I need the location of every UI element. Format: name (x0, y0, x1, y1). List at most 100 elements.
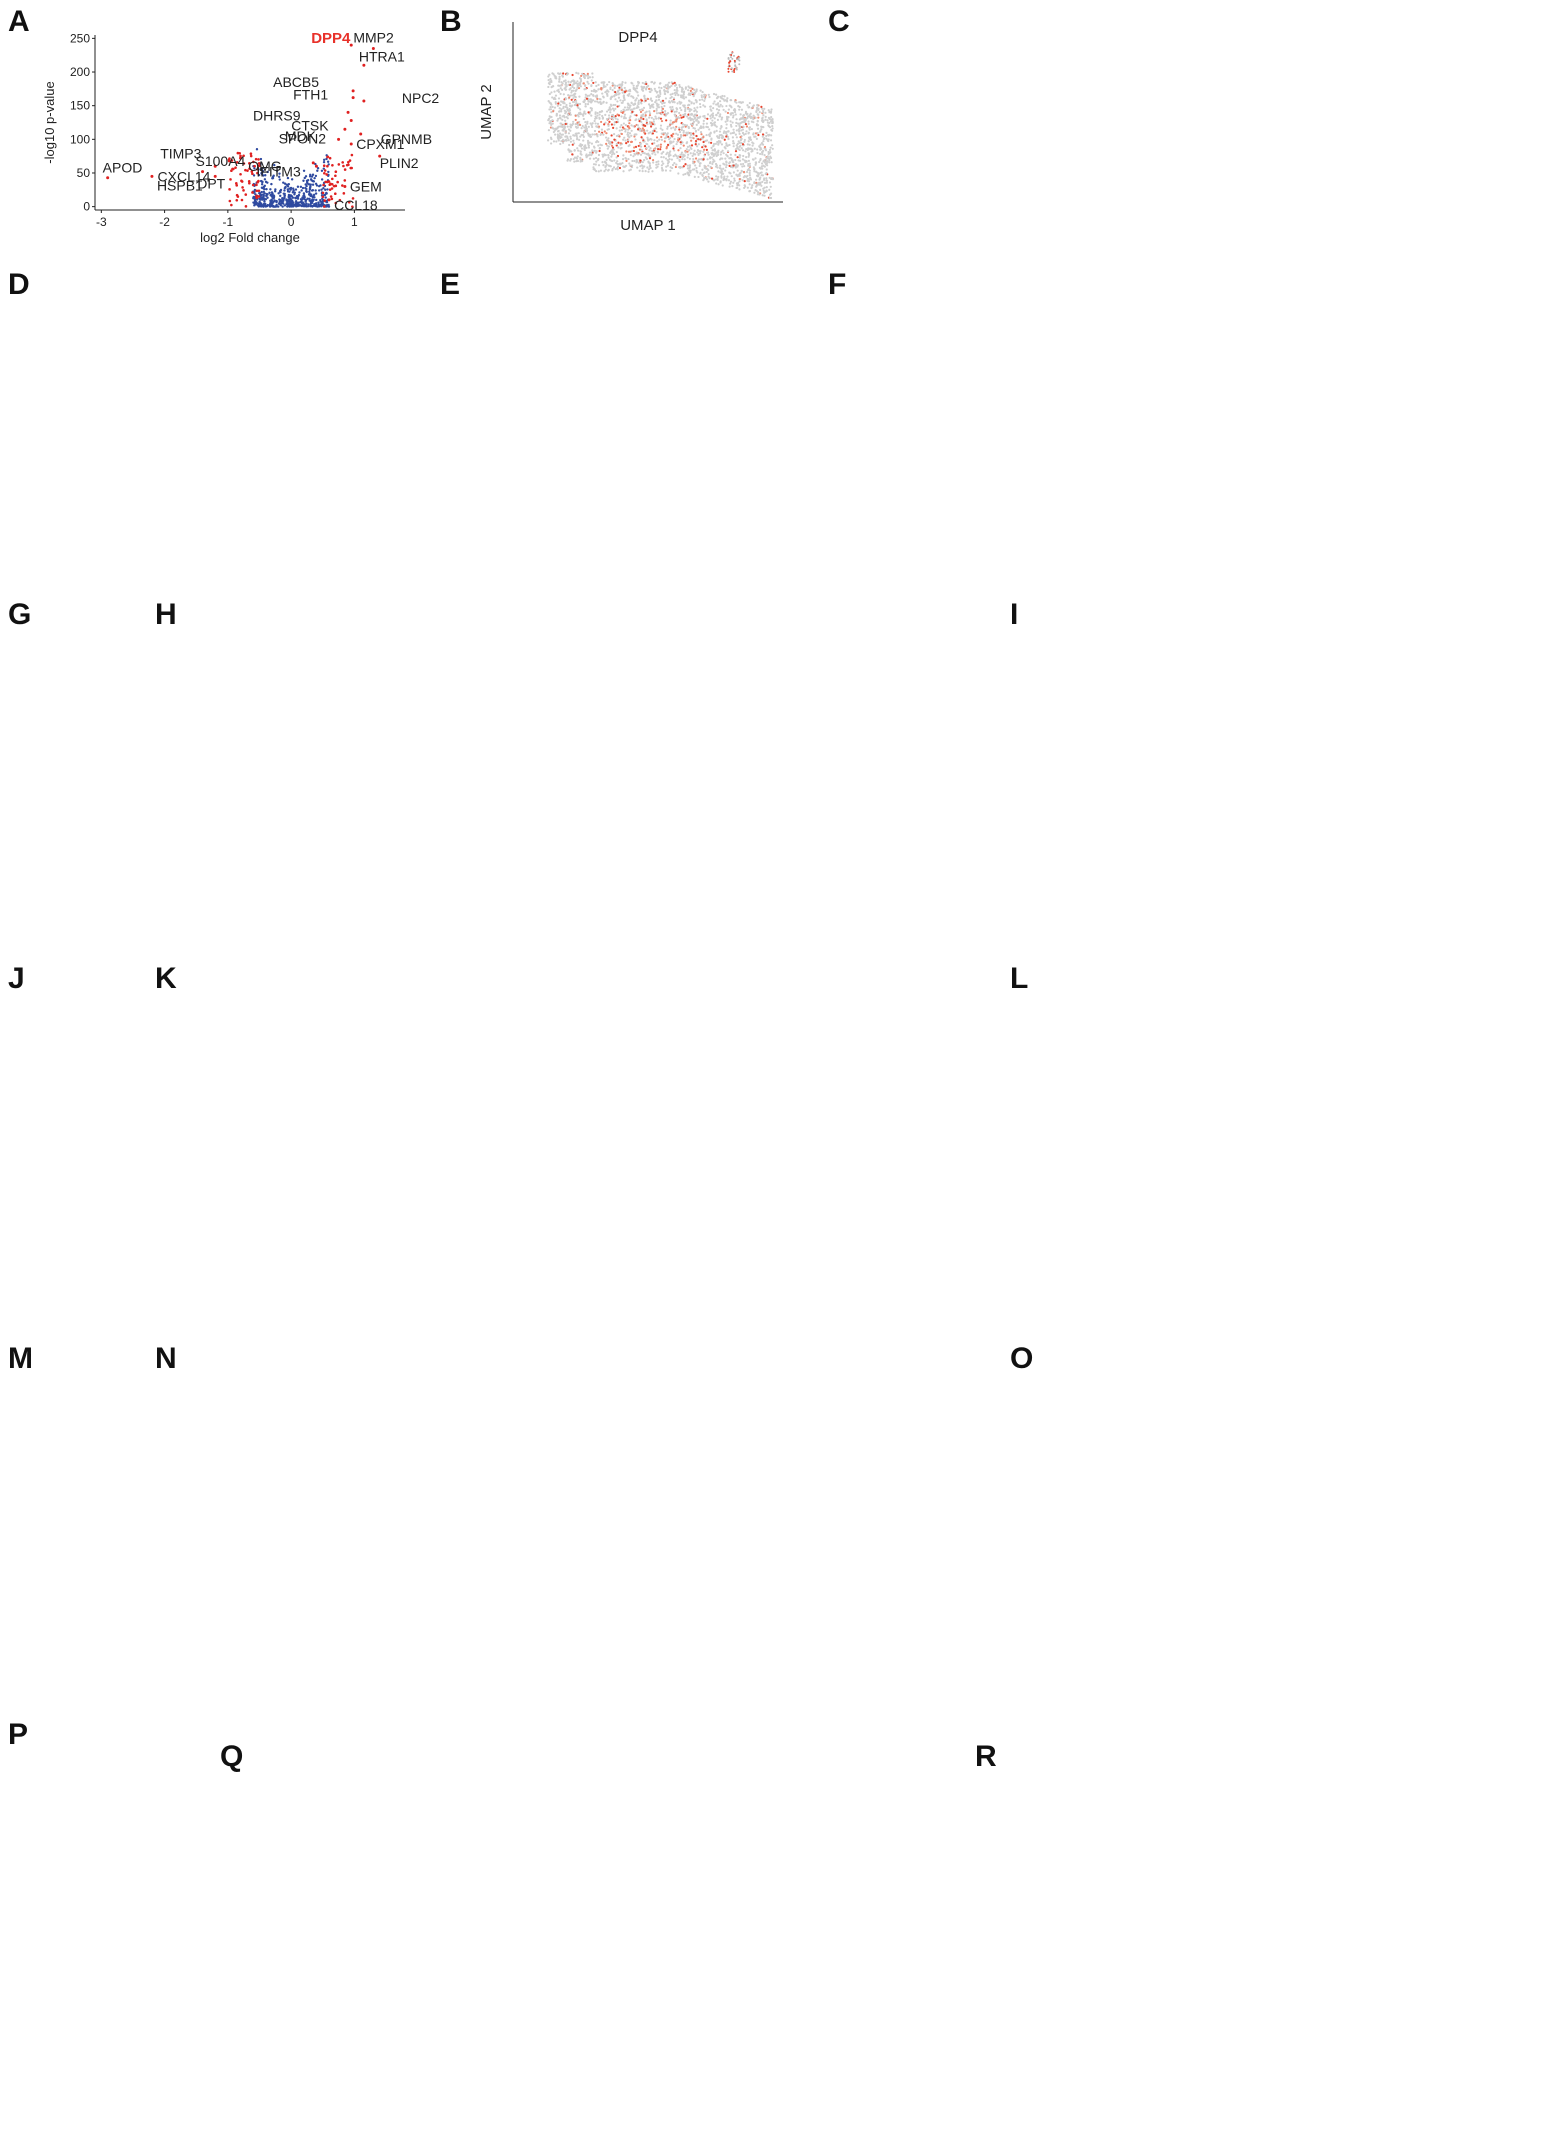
cell-point (572, 157, 575, 161)
point (257, 173, 261, 177)
cell-point (760, 105, 763, 108)
cell-point (715, 182, 718, 185)
cell-point (647, 152, 650, 155)
cell-point (734, 153, 737, 157)
cell-point (748, 171, 751, 175)
point (251, 172, 254, 176)
cell-point (567, 138, 570, 142)
cell-point (579, 150, 582, 153)
cell-point (593, 129, 597, 133)
cell-point (748, 126, 751, 129)
cell-point (618, 86, 621, 89)
cell-point (591, 125, 594, 129)
cell-point (730, 56, 733, 59)
point (256, 168, 259, 171)
cell-point (569, 140, 573, 143)
cell-point (643, 140, 646, 143)
cell-point (743, 117, 746, 120)
cell-point (686, 107, 690, 111)
cell-point (611, 159, 614, 163)
cell-point (687, 117, 690, 120)
cell-point (765, 189, 768, 192)
cell-point (607, 156, 610, 159)
point (326, 164, 329, 168)
cell-point (595, 94, 599, 97)
panel-label-f: F (828, 268, 847, 301)
point (314, 192, 318, 195)
cell-point (741, 131, 745, 134)
cell-point (665, 153, 668, 156)
cell-point (676, 140, 679, 143)
cell-point (702, 140, 705, 144)
point (338, 198, 342, 202)
point (330, 187, 334, 190)
cell-point (731, 70, 734, 73)
gene-label: ABCB5 (273, 74, 319, 90)
cell-point (744, 121, 747, 124)
cell-point (624, 164, 628, 167)
cell-point (589, 98, 592, 101)
cell-point (653, 141, 656, 145)
cell-point (633, 133, 636, 136)
cell-point (566, 117, 569, 120)
cell-point (596, 158, 600, 162)
cell-point (602, 95, 605, 98)
cell-point (682, 90, 686, 93)
point (239, 172, 242, 176)
point (263, 178, 267, 181)
point (284, 185, 287, 189)
cell-point (577, 132, 580, 135)
cell-point (672, 140, 675, 143)
cell-point (611, 88, 614, 92)
point (291, 187, 295, 190)
point (201, 170, 205, 174)
cell-point (613, 95, 616, 98)
cell-point (763, 186, 766, 189)
cell-point (718, 130, 722, 133)
cell-point (594, 163, 597, 166)
point (272, 205, 275, 208)
cell-point (771, 144, 774, 147)
point (315, 198, 318, 202)
cell-point (572, 142, 576, 145)
cell-point (608, 120, 611, 123)
cell-point (699, 172, 702, 175)
point (351, 96, 355, 100)
cell-point (550, 111, 553, 114)
cell-point (624, 81, 627, 84)
cell-point (604, 113, 607, 116)
cell-point (615, 134, 619, 138)
cell-point (738, 184, 741, 187)
cell-point (732, 128, 735, 131)
cell-point (702, 125, 705, 128)
cell-point (771, 127, 774, 130)
cell-point (696, 106, 699, 109)
cell-point (647, 145, 650, 148)
cell-point (639, 145, 643, 148)
point (317, 189, 321, 192)
cell-point (689, 152, 692, 155)
point (327, 203, 330, 207)
cell-point (584, 105, 587, 108)
cell-point (671, 92, 674, 95)
cell-point (590, 89, 593, 93)
cell-point (584, 87, 587, 91)
cell-point (739, 135, 742, 139)
cell-point (701, 168, 704, 171)
point (322, 160, 326, 164)
cell-point (739, 122, 742, 125)
cell-point (662, 156, 665, 159)
cell-point (598, 116, 601, 119)
cell-point (615, 127, 618, 130)
point (343, 184, 347, 188)
cell-point (691, 154, 694, 157)
panel-label-q: Q (220, 1740, 244, 1773)
cell-point (735, 66, 738, 69)
cell-point (578, 138, 581, 141)
cell-point (661, 111, 664, 114)
cell-point (633, 113, 636, 117)
cell-point (696, 116, 699, 119)
cell-point (645, 82, 648, 86)
cell-point (725, 104, 728, 108)
cell-point (622, 110, 625, 114)
